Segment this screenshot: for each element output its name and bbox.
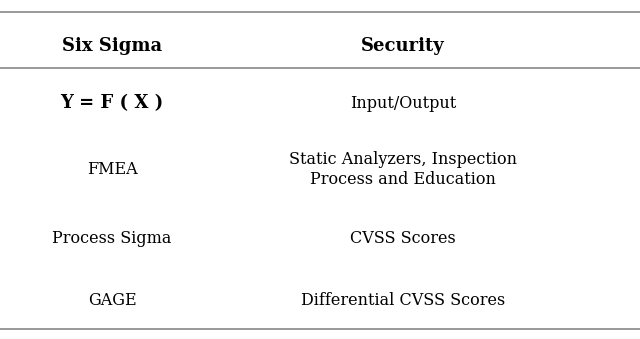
Text: Six Sigma: Six Sigma [62,37,162,55]
Text: Security: Security [362,37,445,55]
Text: Differential CVSS Scores: Differential CVSS Scores [301,292,506,308]
Text: Static Analyzers, Inspection
Process and Education: Static Analyzers, Inspection Process and… [289,151,517,188]
Text: Input/Output: Input/Output [350,95,456,112]
Text: CVSS Scores: CVSS Scores [350,231,456,247]
Text: Process Sigma: Process Sigma [52,231,172,247]
Text: FMEA: FMEA [86,161,138,178]
Text: Y = F ( X ): Y = F ( X ) [60,94,164,113]
Text: GAGE: GAGE [88,292,136,308]
